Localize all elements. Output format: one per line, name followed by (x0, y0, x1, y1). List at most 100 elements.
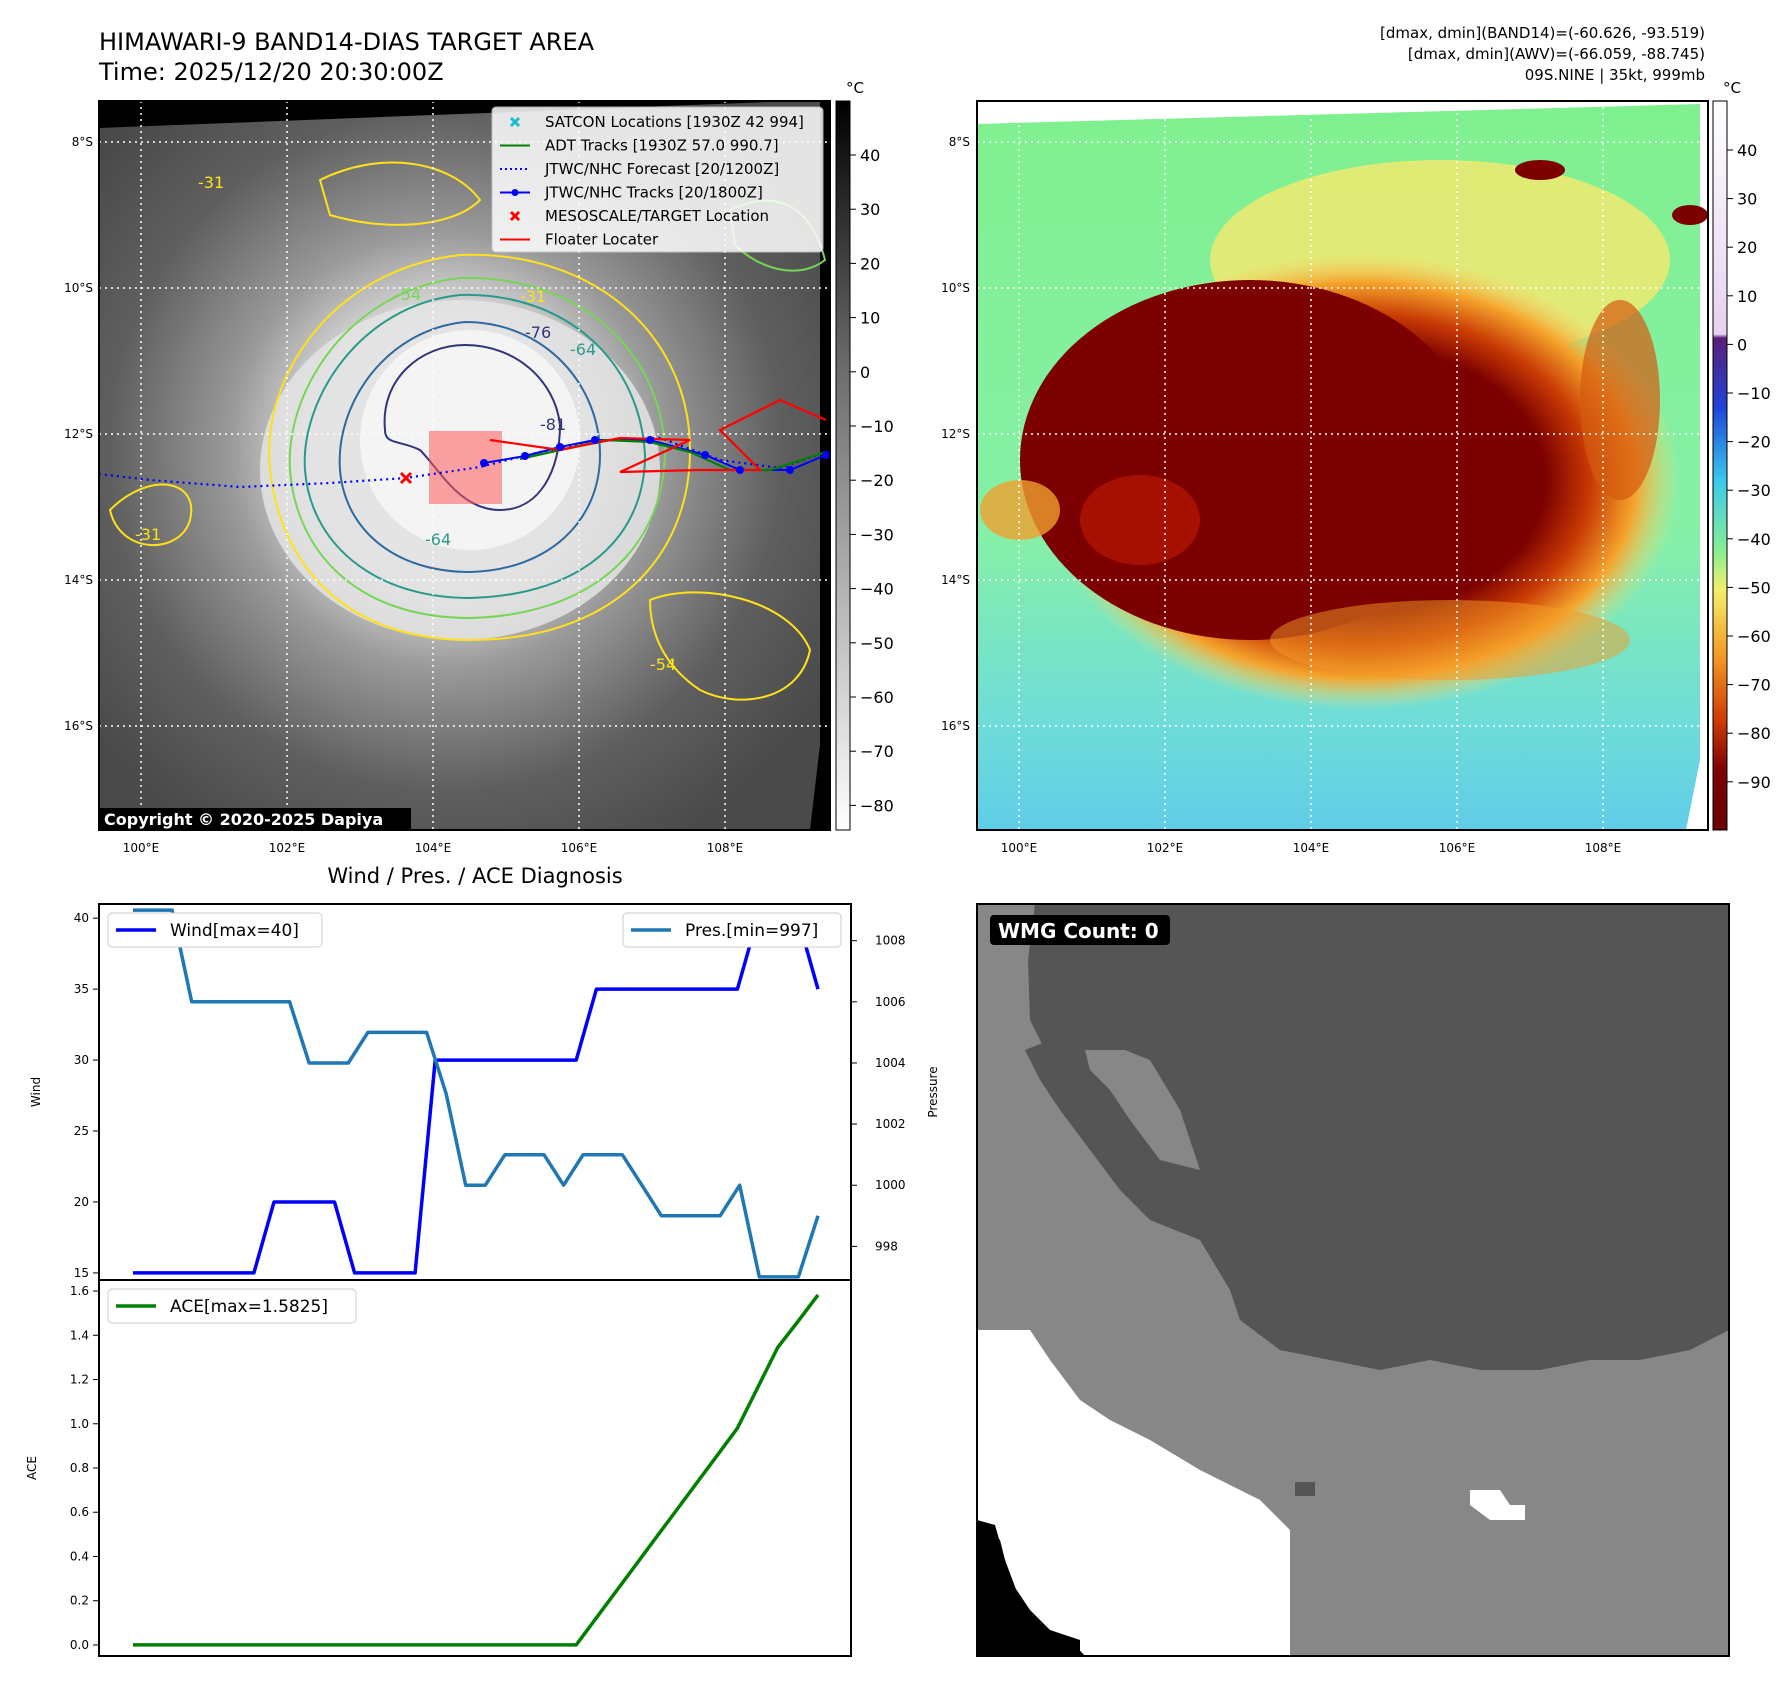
target-area-box (429, 431, 502, 504)
pressure-legend: Pres.[min=997] (622, 912, 842, 948)
ir-lon-label: 106°E (561, 841, 598, 855)
ir-lat-label: 10°S (64, 281, 93, 295)
gray-colorbar-unit: °C (846, 79, 864, 97)
wind-tick: 30 (74, 1053, 89, 1067)
color-colorbar-tick: 20 (1737, 238, 1757, 257)
color-colorbar-tick: −10 (1737, 384, 1771, 403)
gray-colorbar-tick: −70 (860, 742, 894, 761)
track-point (786, 466, 794, 474)
legend-label: JTWC/NHC Tracks [20/1800Z] (544, 184, 763, 202)
ir-lat-label: 8°S (72, 135, 93, 149)
gray-colorbar (835, 100, 851, 831)
contour-label: -31 (520, 287, 546, 306)
ir-lat-label: 12°S (64, 427, 93, 441)
track-point (736, 466, 744, 474)
bd-lat-label: 8°S (949, 135, 970, 149)
pressure-tick: 1000 (875, 1178, 906, 1192)
wind-tick: 35 (74, 982, 89, 996)
color-colorbar-tick: −50 (1737, 578, 1771, 597)
legend-label: Floater Locater (545, 231, 659, 249)
ir-lon-label: 100°E (123, 841, 160, 855)
ir-lat-label: 16°S (64, 719, 93, 733)
ace-legend-label: ACE[max=1.5825] (170, 1297, 328, 1317)
ace-tick: 1.0 (70, 1417, 89, 1431)
bd-lat-label: 16°S (941, 719, 970, 733)
wind-axis-label: Wind (29, 1077, 43, 1107)
pressure-tick: 1004 (875, 1056, 906, 1070)
gray-colorbar-tick: −10 (860, 417, 894, 436)
colorbar-ticks: 40 30 20 10 0 −10 −20 −30 −40 −50 −60 −70 −80 40 30 20 1… (850, 141, 1771, 815)
track-point (822, 451, 830, 459)
color-colorbar-tick: −40 (1737, 530, 1771, 549)
wind-legend-label: Wind[max=40] (170, 921, 299, 941)
contour-label: -54 (650, 655, 676, 674)
bd-lon-label: 108°E (1585, 841, 1622, 855)
ace-chart: 0.0 0.2 0.4 0.6 0.8 1.0 1.2 1.4 1.6 ACE ACE[max=1.… (25, 1284, 820, 1652)
pressure-tick: 1002 (875, 1117, 906, 1131)
contour-label: -64 (570, 340, 596, 359)
color-colorbar (1712, 100, 1728, 831)
pressure-tick: 1008 (875, 934, 906, 948)
wmg-panel-frame (976, 903, 1730, 1657)
copyright-text: Copyright © 2020-2025 Dapiya (104, 810, 383, 829)
gray-colorbar-tick: −20 (860, 471, 894, 490)
pressure-tick: 998 (875, 1239, 898, 1253)
color-colorbar-tick: −80 (1737, 724, 1771, 743)
wind-tick: 15 (74, 1266, 89, 1280)
contour-label: -31 (198, 173, 224, 192)
ir-lon-label: 104°E (415, 841, 452, 855)
ace-legend: ACE[max=1.5825] (107, 1288, 357, 1324)
bd-panel-frame (976, 100, 1709, 831)
gray-colorbar-tick: 20 (860, 254, 880, 273)
track-point (521, 452, 529, 460)
ace-tick: 1.4 (70, 1328, 89, 1342)
bd-lon-label: 100°E (1001, 841, 1038, 855)
contour-label: -81 (540, 415, 566, 434)
legend-marker (511, 189, 519, 196)
bd-lat-label: 14°S (941, 573, 970, 587)
color-colorbar-tick: −60 (1737, 627, 1771, 646)
target-location-marker (399, 471, 413, 485)
gray-colorbar-tick: −60 (860, 688, 894, 707)
ace-tick: 0.0 (70, 1638, 89, 1652)
bd-enhanced-panel (977, 101, 1708, 830)
ace-axis-label: ACE (25, 1456, 39, 1480)
wind-series-line (133, 916, 820, 1275)
info-line-1: [dmax, dmin](BAND14)=(-60.626, -93.519) (1380, 24, 1705, 42)
ir-lon-label: 108°E (707, 841, 744, 855)
color-colorbar-unit: °C (1723, 79, 1741, 97)
color-colorbar-tick: −90 (1737, 773, 1771, 792)
info-line-2: [dmax, dmin](AWV)=(-66.059, -88.745) (1408, 45, 1705, 63)
ir-lon-label: 102°E (269, 841, 306, 855)
wind-tick: 40 (74, 911, 89, 925)
track-point (701, 451, 709, 459)
color-colorbar-tick: 0 (1737, 335, 1747, 354)
legend-label: SATCON Locations [1930Z 42 994] (545, 113, 804, 131)
track-point (556, 443, 564, 451)
gray-colorbar-tick: −50 (860, 634, 894, 653)
info-line-3: 09S.NINE | 35kt, 999mb (1525, 66, 1705, 84)
gray-colorbar-tick: −30 (860, 525, 894, 544)
pressure-legend-label: Pres.[min=997] (685, 921, 818, 941)
legend-marker (509, 210, 521, 222)
gray-colorbar-tick: −40 (860, 580, 894, 599)
gray-colorbar-tick: 10 (860, 309, 880, 328)
gray-colorbar-tick: −80 (860, 796, 894, 815)
color-colorbar-tick: 40 (1737, 141, 1757, 160)
gray-colorbar-tick: 30 (860, 200, 880, 219)
color-colorbar-tick: 30 (1737, 190, 1757, 209)
figure-time: Time: 2025/12/20 20:30:00Z (98, 58, 444, 86)
wind-pressure-plot-frame (98, 903, 852, 1281)
wmg-count-label: WMG Count: 0 (998, 919, 1159, 943)
jtwc-track-points (480, 436, 830, 474)
map-tick-labels: 8°S 8°S 10°S 10°S 12°S 12°S 14°S 14°S 16°S 16°S 10… (64, 135, 1621, 855)
diagnosis-title: Wind / Pres. / ACE Diagnosis (327, 864, 622, 888)
contour-label: -31 (135, 525, 161, 544)
wind-legend: Wind[max=40] (107, 912, 323, 948)
track-point (646, 436, 654, 444)
contour-labels: -31 -54 -76 -64 -81 -64 -31 -31 -54 (135, 173, 676, 674)
copyright-box (99, 808, 411, 830)
temperature-contours (108, 161, 827, 701)
bd-lat-label: 12°S (941, 427, 970, 441)
